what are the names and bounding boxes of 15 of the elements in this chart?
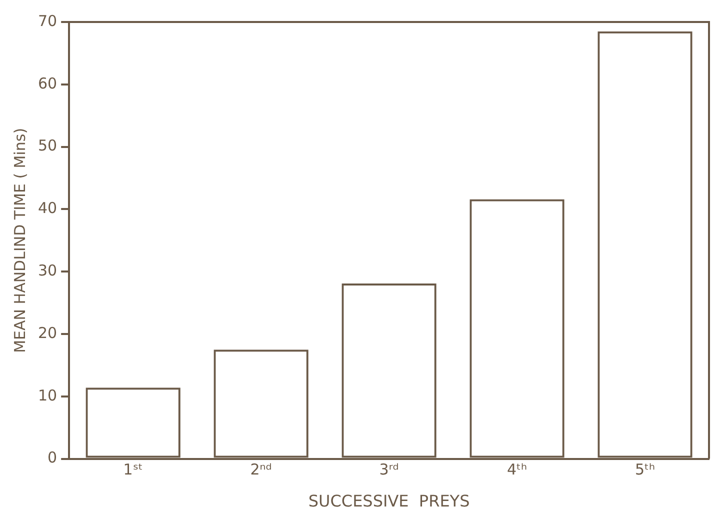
y-tick-label: 30 [38, 261, 58, 280]
y-tick-label: 70 [38, 12, 58, 30]
x-tick-label: 1ˢᵗ [123, 460, 143, 479]
x-tick-label: 4ᵗʰ [507, 460, 528, 479]
x-axis-title: SUCCESSIVE PREYS [308, 492, 470, 511]
y-tick-label: 20 [38, 324, 58, 342]
y-tick-label: 60 [38, 74, 58, 92]
y-tick-label: 50 [38, 136, 58, 155]
y-tick-label: 40 [38, 199, 58, 218]
y-tick-label: 10 [38, 386, 58, 404]
x-tick-label: 5ᵗʰ [634, 460, 656, 479]
y-tick-label: 0 [48, 448, 58, 467]
x-tick-label: 2ⁿᵈ [250, 460, 272, 479]
x-tick-label: 3ʳᵈ [379, 460, 399, 479]
y-axis-title: MEAN HANDLIND TIME ( Mins) [10, 128, 29, 353]
